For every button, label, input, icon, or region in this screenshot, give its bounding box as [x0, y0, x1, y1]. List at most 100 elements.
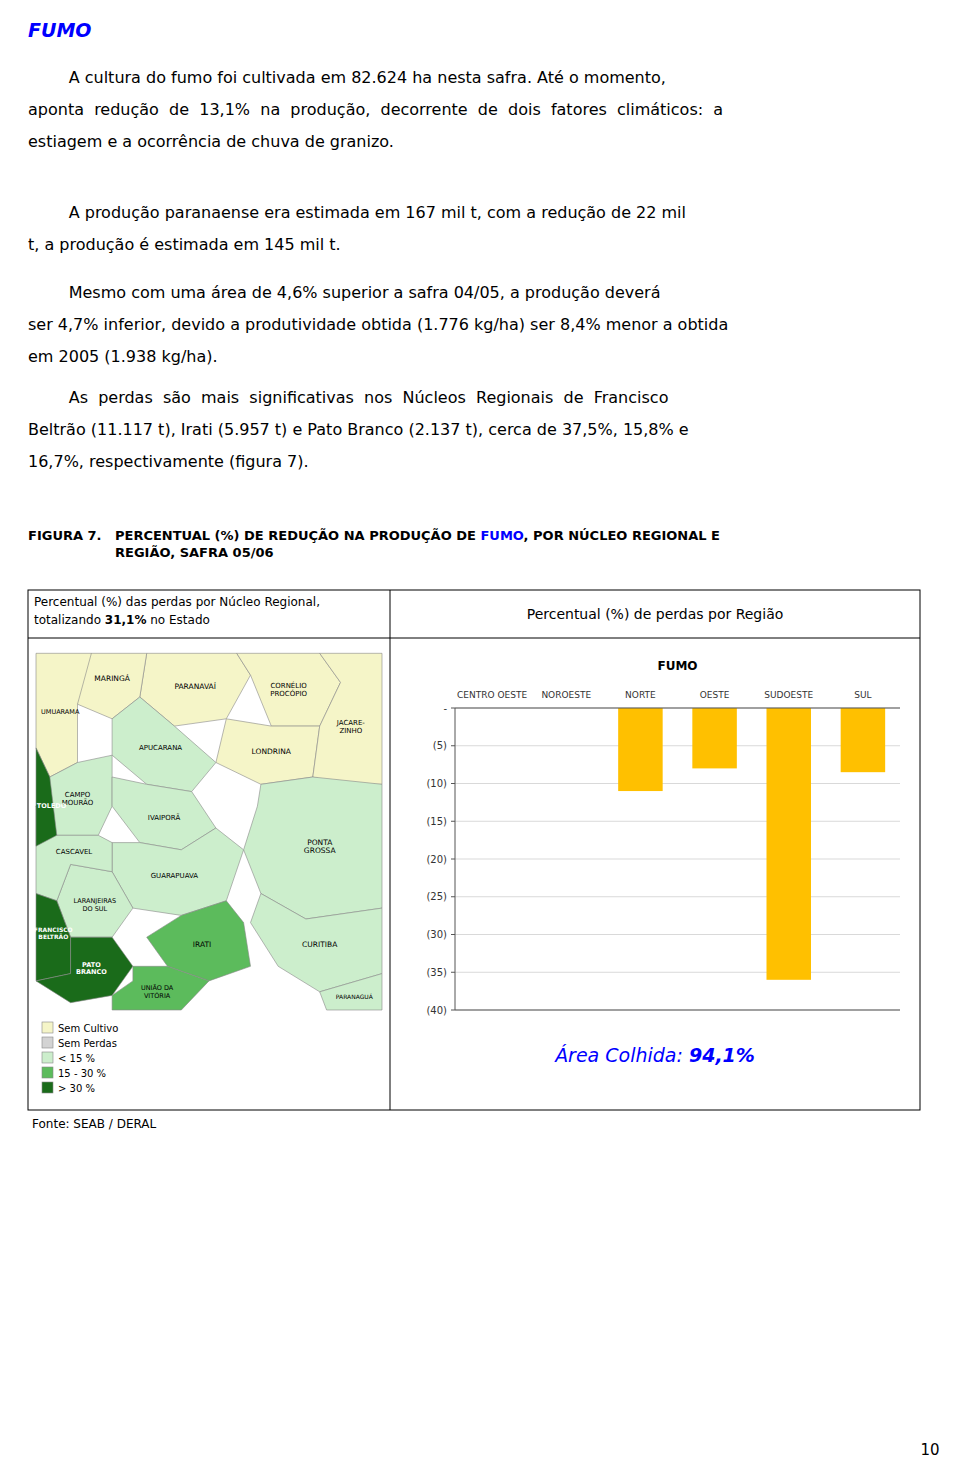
x-tick-label: OESTE — [700, 690, 730, 700]
table-frame — [28, 590, 920, 1110]
map-region-label-line: JACARE- — [336, 719, 366, 727]
x-tick-label: SUL — [854, 690, 871, 700]
bar-chart: FUMO-(5)(10)(15)(20)(25)(30)(35)(40)CENT… — [426, 659, 900, 1016]
map-region-label-line: GUARAPUAVA — [151, 872, 199, 880]
caption-title-part: FUMO — [480, 528, 523, 543]
paragraph-line: 16,7%, respectivamente (figura 7). — [28, 452, 309, 471]
y-tick — [451, 896, 455, 897]
page-number: 10 — [920, 1441, 939, 1459]
x-tick-label: SUDOESTE — [764, 690, 813, 700]
x-tick-label: NORTE — [625, 690, 656, 700]
map-region-label-line: CURITIBA — [302, 940, 338, 949]
map-region-label: JACARE-ZINHO — [336, 719, 366, 735]
y-tick — [451, 859, 455, 860]
map-region-label-line: PROCÓPIO — [270, 689, 307, 698]
map-region-label-line: PARANAGUÁ — [336, 993, 374, 1000]
y-tick-label: (20) — [426, 854, 447, 865]
paragraph-line: As perdas são mais significativas nos Nú… — [28, 388, 668, 407]
paragraph-line: aponta redução de 13,1% na produção, dec… — [28, 100, 723, 119]
map-region-label: PARANAVAÍ — [174, 682, 215, 691]
annotation: Área Colhida: 94,1% — [553, 1044, 755, 1066]
source-note: Fonte: SEAB / DERAL — [32, 1117, 157, 1131]
map-region-label-line: MOURÃO — [62, 798, 94, 807]
background — [0, 0, 960, 1481]
map-region-label: UNIÃO DAVITÓRIA — [141, 984, 174, 1000]
map-region — [251, 894, 383, 992]
map-region-label: TOLEDO — [37, 802, 67, 810]
y-tick-label: (40) — [426, 1005, 447, 1016]
map-region — [313, 653, 382, 784]
map-labels: PARANAVAÍ CORNÉLIOPROCÓPIO LONDRINA JACARE-… — [34, 674, 374, 1000]
bar — [841, 708, 886, 772]
map-region — [36, 894, 71, 981]
annotation-part: Área Colhida: — [553, 1044, 689, 1066]
annotation-part: 94,1% — [689, 1044, 755, 1066]
y-tick — [451, 745, 455, 746]
table-divider — [390, 590, 391, 1110]
paragraph-line: Beltrão (11.117 t), Irati (5.957 t) e Pa… — [28, 420, 689, 439]
legend-label: Sem Perdas — [58, 1038, 117, 1049]
y-tick-label: (25) — [426, 891, 447, 902]
right-header: Percentual (%) de perdas por Região — [527, 606, 784, 622]
bars — [618, 708, 885, 980]
legend-label: < 15 % — [58, 1053, 95, 1064]
y-tick — [451, 708, 455, 709]
map-region-label: IRATI — [193, 940, 211, 949]
map-region-label-line: CAMPO — [65, 791, 91, 799]
map-region-label: UMUARAMA — [41, 708, 80, 716]
y-tick-label: (15) — [426, 816, 447, 827]
left-header: totalizando 31,1% no Estado — [34, 613, 210, 627]
map-region-label: CURITIBA — [302, 940, 338, 949]
y-tick — [451, 972, 455, 973]
y-tick-label: (30) — [426, 929, 447, 940]
left-header: Percentual (%) das perdas por Núcleo Reg… — [34, 595, 320, 609]
caption-title-part: , POR NÚCLEO REGIONAL E — [524, 528, 720, 543]
map-region-label: LONDRINA — [252, 747, 292, 756]
x-axis-baseline — [455, 1010, 900, 1011]
y-axis — [455, 708, 456, 1010]
y-tick-label: (35) — [426, 967, 447, 978]
map-region — [112, 697, 216, 792]
grid-line — [455, 783, 900, 784]
page-title: FUMO — [28, 19, 91, 41]
map-region-label: IVAIPORÃ — [148, 813, 181, 822]
left-header-part: 31,1% — [105, 613, 147, 627]
map-region — [36, 653, 91, 777]
paragraph-line: ser 4,7% inferior, devido a produtividad… — [28, 315, 728, 334]
legend-swatch — [42, 1067, 53, 1078]
map-region-label: PARANAGUÁ — [336, 993, 374, 1000]
map-region-label-line: PARANAVAÍ — [174, 682, 215, 691]
table-divider — [28, 638, 920, 639]
x-tick-label: CENTRO OESTE — [457, 690, 527, 700]
legend-swatch — [42, 1022, 53, 1033]
map-region — [320, 974, 382, 1010]
grid-line — [455, 1010, 900, 1011]
map-region-label: GUARAPUAVA — [151, 872, 199, 880]
map-region-label: CASCAVEL — [56, 848, 93, 856]
chart-title: FUMO — [657, 659, 697, 673]
bar — [767, 708, 812, 980]
paragraph-line: t, a produção é estimada em 145 mil t. — [28, 235, 341, 254]
legend-swatch — [42, 1037, 53, 1048]
grid-line — [455, 821, 900, 822]
legend-label: Sem Cultivo — [58, 1023, 118, 1034]
map-region-label-line: CORNÉLIO — [270, 681, 307, 690]
map-region-label-line: IRATI — [193, 940, 211, 949]
legend-label: 15 - 30 % — [58, 1068, 106, 1079]
bar — [618, 708, 663, 791]
paragraph-line: Mesmo com uma área de 4,6% superior a sa… — [28, 283, 661, 302]
left-header-part: totalizando — [34, 613, 105, 627]
map-region — [112, 966, 209, 1010]
map-region-label: LARANJEIRASDO SUL — [74, 897, 117, 913]
map-region-label-line: TOLEDO — [37, 802, 67, 810]
y-tick — [451, 934, 455, 935]
legend-label: > 30 % — [58, 1083, 95, 1094]
left-header-part: no Estado — [146, 613, 209, 627]
bar — [692, 708, 737, 768]
y-tick-label: (5) — [433, 740, 447, 751]
caption-label: FIGURA 7. — [28, 528, 102, 543]
map-region-label-line: GROSSA — [304, 846, 337, 855]
paragraph-line: em 2005 (1.938 kg/ha). — [28, 347, 218, 366]
map-region-label-line: CASCAVEL — [56, 848, 93, 856]
y-tick — [451, 1010, 455, 1011]
